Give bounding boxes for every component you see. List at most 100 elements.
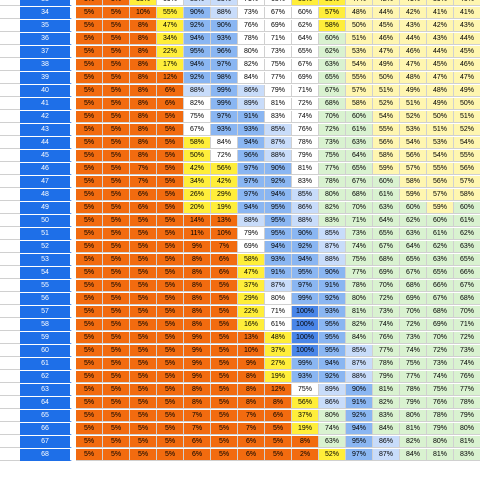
row-margin bbox=[0, 124, 20, 136]
value-cell: 46% bbox=[454, 59, 481, 71]
value-cell: 12% bbox=[265, 384, 292, 396]
value-cell: 5% bbox=[130, 410, 157, 422]
value-cell: 82% bbox=[319, 202, 346, 214]
value-cell: 60% bbox=[454, 202, 481, 214]
value-cell: 5% bbox=[157, 150, 184, 162]
table-row: 62 5% 5% 5% 5% 9% 5% 8% 19% 93% 92% 88% 79% 77% 74% 76% bbox=[0, 371, 500, 384]
value-cell: 74% bbox=[454, 358, 481, 370]
value-cell: 70% bbox=[454, 306, 481, 318]
value-cell: 84% bbox=[238, 72, 265, 84]
value-cell: 44% bbox=[400, 33, 427, 45]
value-cell: 60% bbox=[292, 7, 319, 19]
value-cell: 95% bbox=[265, 202, 292, 214]
value-cell: 22% bbox=[157, 46, 184, 58]
row-number-cell: 36 bbox=[20, 33, 72, 45]
value-cell: 74% bbox=[400, 345, 427, 357]
value-cell: 2% bbox=[292, 449, 319, 461]
value-cell: 80% bbox=[427, 436, 454, 448]
value-cell: 55% bbox=[319, 0, 346, 6]
value-cell: 94% bbox=[184, 33, 211, 45]
row-margin bbox=[0, 280, 20, 292]
row-number-cell: 55 bbox=[20, 280, 72, 292]
value-cell: 85% bbox=[211, 0, 238, 6]
value-cell: 8% bbox=[130, 59, 157, 71]
value-cell: 64% bbox=[400, 241, 427, 253]
value-cell: 75% bbox=[319, 150, 346, 162]
row-margin bbox=[0, 306, 20, 318]
right-margin bbox=[480, 163, 500, 175]
row-margin bbox=[0, 150, 20, 162]
value-cell: 94% bbox=[319, 358, 346, 370]
value-cell: 65% bbox=[427, 267, 454, 279]
value-cell: 40% bbox=[454, 0, 481, 6]
value-cell: 19% bbox=[292, 423, 319, 435]
value-cell: 69% bbox=[238, 241, 265, 253]
value-cell: 71% bbox=[346, 215, 373, 227]
value-cell: 57% bbox=[400, 163, 427, 175]
row-number-cell: 37 bbox=[20, 46, 72, 58]
value-cell: 76% bbox=[238, 20, 265, 32]
value-cell: 5% bbox=[76, 20, 103, 32]
value-cell: 83% bbox=[373, 410, 400, 422]
value-cell: 5% bbox=[76, 384, 103, 396]
value-cell: 85% bbox=[265, 124, 292, 136]
value-cell: 91% bbox=[346, 397, 373, 409]
value-cell: 82% bbox=[373, 397, 400, 409]
value-cell: 5% bbox=[130, 449, 157, 461]
value-cell: 69% bbox=[265, 20, 292, 32]
value-cell: 72% bbox=[427, 345, 454, 357]
value-cell: 90% bbox=[184, 7, 211, 19]
value-cell: 47% bbox=[427, 72, 454, 84]
value-cell: 66% bbox=[427, 280, 454, 292]
value-cell: 83% bbox=[292, 176, 319, 188]
column-gap bbox=[72, 72, 76, 84]
value-cell: 85% bbox=[292, 189, 319, 201]
value-cell: 84% bbox=[373, 423, 400, 435]
value-cell: 66% bbox=[454, 267, 481, 279]
value-cell: 5% bbox=[103, 358, 130, 370]
row-number-cell: 33 bbox=[20, 0, 72, 6]
table-row: 43 5% 5% 8% 5% 67% 93% 93% 85% 76% 72% 61% 55% 53% 51%… bbox=[0, 124, 500, 137]
right-margin bbox=[480, 46, 500, 58]
value-cell: 8% bbox=[130, 33, 157, 45]
value-cell: 5% bbox=[103, 59, 130, 71]
value-cell: 57% bbox=[319, 7, 346, 19]
value-cell: 78% bbox=[427, 410, 454, 422]
row-margin bbox=[0, 46, 20, 58]
value-cell: 65% bbox=[454, 254, 481, 266]
value-cell: 73% bbox=[373, 306, 400, 318]
value-cell: 51% bbox=[427, 124, 454, 136]
value-cell: 5% bbox=[103, 371, 130, 383]
value-cell: 5% bbox=[211, 280, 238, 292]
value-cell: 5% bbox=[76, 85, 103, 97]
value-cell: 5% bbox=[157, 280, 184, 292]
table-row: 53 5% 5% 5% 5% 8% 6% 58% 93% 94% 88% 75% 68% 65% 63% 65… bbox=[0, 254, 500, 267]
value-cell: 61% bbox=[346, 124, 373, 136]
value-cell: 5% bbox=[130, 371, 157, 383]
column-gap bbox=[72, 59, 76, 71]
value-cell: 5% bbox=[103, 410, 130, 422]
value-cell: 5% bbox=[130, 436, 157, 448]
row-margin bbox=[0, 85, 20, 97]
row-number-cell: 51 bbox=[20, 228, 72, 240]
value-cell: 8% bbox=[292, 436, 319, 448]
right-margin bbox=[480, 371, 500, 383]
value-cell: 5% bbox=[76, 33, 103, 45]
row-margin bbox=[0, 7, 20, 19]
value-cell: 5% bbox=[76, 293, 103, 305]
value-cell: 43% bbox=[454, 20, 481, 32]
table-row: 56 5% 5% 5% 5% 8% 5% 29% 80% 99% 92% 80% 72% 69% 67% 68… bbox=[0, 293, 500, 306]
value-cell: 5% bbox=[211, 345, 238, 357]
value-cell: 76% bbox=[292, 124, 319, 136]
right-margin bbox=[480, 319, 500, 331]
table-row: 37 5% 5% 8% 22% 95% 96% 80% 73% 65% 62% 53% 47% 46% 44… bbox=[0, 46, 500, 59]
row-number-cell: 46 bbox=[20, 163, 72, 175]
value-cell: 7% bbox=[184, 423, 211, 435]
column-gap bbox=[72, 319, 76, 331]
table-row: 335%5%15%69%88%85%71%65%58%55%47%42%41%3… bbox=[0, 0, 500, 7]
value-cell: 5% bbox=[103, 137, 130, 149]
value-cell: 5% bbox=[211, 436, 238, 448]
value-cell: 8% bbox=[130, 85, 157, 97]
value-cell: 5% bbox=[130, 228, 157, 240]
value-cell: 79% bbox=[238, 228, 265, 240]
